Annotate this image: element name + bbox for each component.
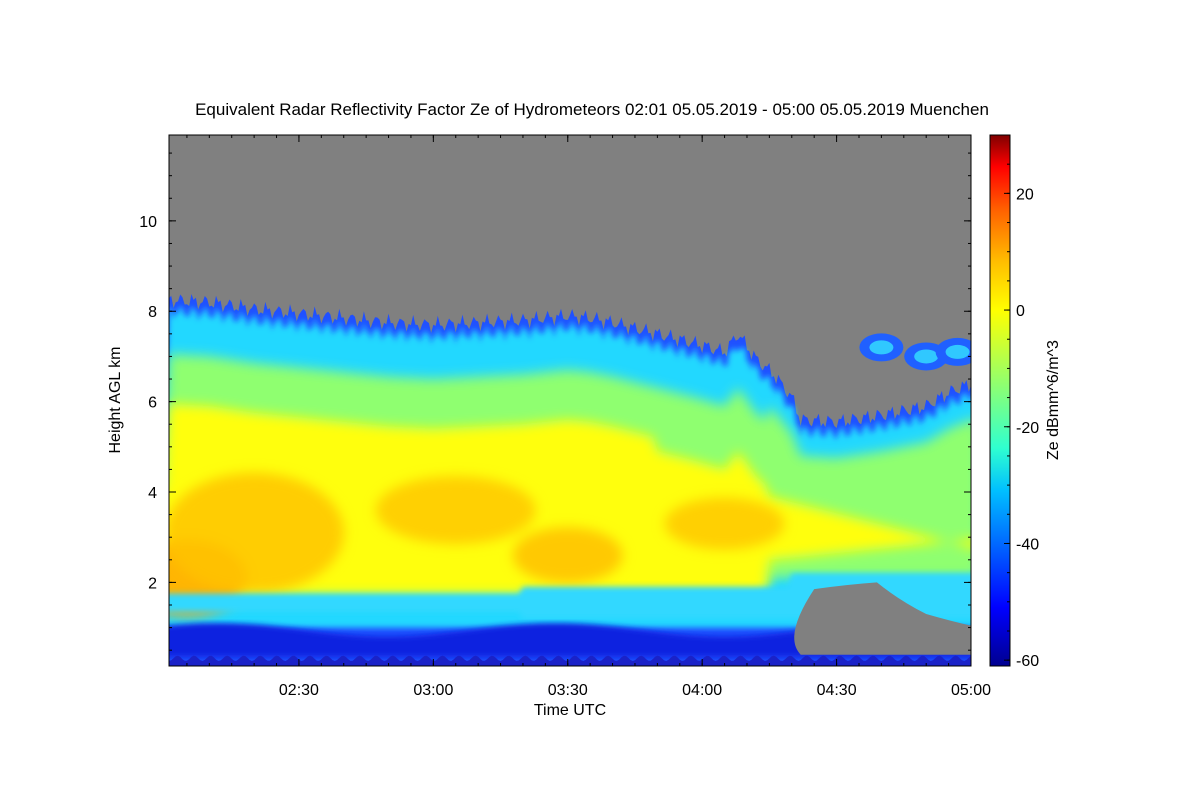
x-tick-label: 03:00 — [413, 682, 453, 699]
y-axis: 2 4 6 8 10 — [139, 152, 971, 651]
no-data-pocket — [794, 582, 971, 655]
core-3 — [512, 527, 623, 584]
upper-cloud-patches — [859, 333, 971, 371]
colorbar-tick-label: 0 — [1016, 303, 1025, 320]
upper-patch-core-1 — [914, 349, 939, 364]
high-reflectivity-cores — [169, 472, 785, 616]
upper-patch-core-0 — [869, 340, 894, 355]
colorbar-tick-label: -20 — [1016, 420, 1039, 437]
core-1 — [169, 472, 345, 593]
core-2 — [375, 476, 536, 545]
x-axis-label: Time UTC — [534, 702, 606, 719]
plot-frame — [168, 134, 972, 667]
cloud-core-yellow — [169, 403, 971, 594]
x-tick-label: 04:30 — [817, 682, 857, 699]
low-level-blue-layer — [169, 623, 971, 657]
x-tick-label: 04:00 — [682, 682, 722, 699]
y-tick-label: 6 — [148, 395, 157, 412]
core-4 — [664, 497, 785, 550]
y-tick-label: 4 — [148, 485, 157, 502]
colorbar-tick-label: -60 — [1016, 653, 1039, 670]
x-axis: 02:30 03:00 03:30 04:00 04:30 05:00 — [186, 135, 991, 699]
chart-title: Equivalent Radar Reflectivity Factor Ze … — [195, 100, 989, 119]
upper-patch-core-2 — [945, 344, 970, 359]
y-axis-label: Height AGL km — [107, 346, 124, 453]
reflectivity-field — [169, 294, 971, 666]
colorbar-tick-label: -40 — [1016, 536, 1039, 553]
y-tick-label: 8 — [148, 304, 157, 321]
x-tick-label: 03:30 — [548, 682, 588, 699]
ground-clutter-strip — [169, 655, 971, 666]
colorbar-ticks: 20 0 -20 -40 -60 — [1004, 134, 1039, 670]
y-tick-label: 2 — [148, 575, 157, 592]
x-tick-label: 02:30 — [279, 682, 319, 699]
y-tick-label: 10 — [139, 214, 157, 231]
melting-layer-band — [169, 573, 971, 619]
colorbar — [989, 134, 1011, 667]
colorbar-label: Ze dBmm^6/m^3 — [1045, 340, 1062, 460]
colorbar-tick-label: 20 — [1016, 186, 1034, 203]
x-tick-label: 05:00 — [951, 682, 991, 699]
